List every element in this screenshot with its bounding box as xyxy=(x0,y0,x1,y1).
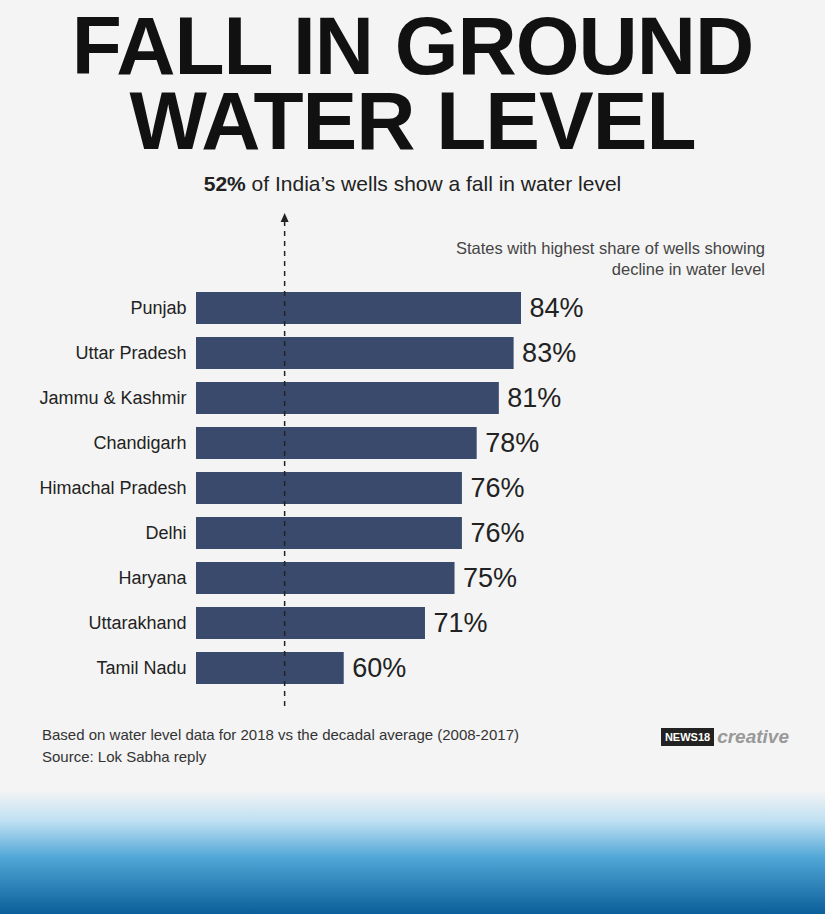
svg-text:71%: 71% xyxy=(433,608,487,638)
svg-text:81%: 81% xyxy=(507,383,561,413)
svg-text:Uttarakhand: Uttarakhand xyxy=(88,613,186,633)
html-text:FALL IN GROUND WATER LEVEL: FALL IN GROUND WATER LEVEL xyxy=(71,0,754,167)
svg-text:76%: 76% xyxy=(470,473,524,503)
svg-text:Punjab: Punjab xyxy=(130,298,186,318)
svg-text:Jammu & Kashmir: Jammu & Kashmir xyxy=(39,388,186,408)
html-text:States with highest share of w: States with highest share of wells showi… xyxy=(455,239,765,278)
svg-text:84%: 84% xyxy=(530,293,584,323)
svg-text:83%: 83% xyxy=(522,338,576,368)
svg-text:Delhi: Delhi xyxy=(145,523,186,543)
svg-text:78%: 78% xyxy=(485,428,539,458)
html-text:Based on water level data for: Based on water level data for 2018 vs th… xyxy=(42,726,519,743)
html-text:NEWS18 creative: NEWS18 creative xyxy=(664,726,789,747)
svg-text:Uttar Pradesh: Uttar Pradesh xyxy=(75,343,186,363)
svg-text:Himachal Pradesh: Himachal Pradesh xyxy=(39,478,186,498)
svg-text:Haryana: Haryana xyxy=(118,568,187,588)
svg-text:60%: 60% xyxy=(352,653,406,683)
svg-text:76%: 76% xyxy=(470,518,524,548)
html-text:52% of India’s wells show a fa: 52% of India’s wells show a fall in wate… xyxy=(203,172,622,195)
html-text:Source: Lok Sabha reply: Source: Lok Sabha reply xyxy=(42,748,207,765)
svg-text:Chandigarh: Chandigarh xyxy=(93,433,186,453)
svg-text:75%: 75% xyxy=(463,563,517,593)
svg-text:Tamil Nadu: Tamil Nadu xyxy=(96,658,186,678)
